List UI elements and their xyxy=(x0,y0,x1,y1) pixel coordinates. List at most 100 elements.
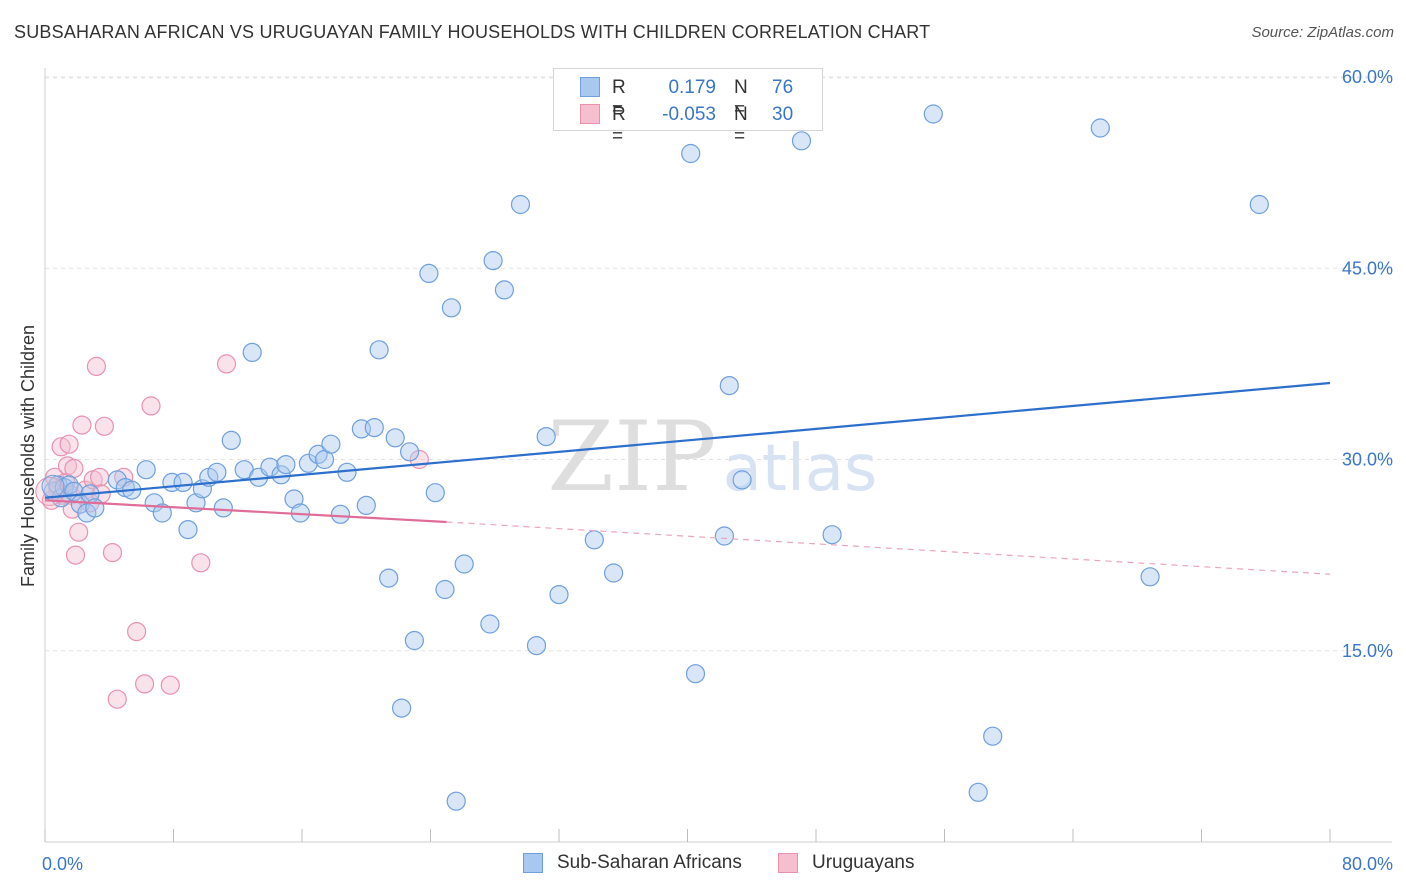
r-label: R = xyxy=(612,104,626,147)
trendline-1 xyxy=(44,499,447,524)
n-label: N = xyxy=(734,77,748,120)
trendline-2 xyxy=(446,521,1331,575)
blue-point-47 xyxy=(404,630,424,651)
pink-point-7 xyxy=(59,434,79,454)
gridlines xyxy=(45,76,1392,652)
watermark-atlas: atlas xyxy=(723,432,878,506)
blue-point-23 xyxy=(213,498,233,518)
blue-point-15 xyxy=(152,503,172,523)
pink-swatch xyxy=(778,853,798,873)
pink-point-21 xyxy=(102,542,123,563)
pink-point-27 xyxy=(160,675,180,695)
y-tick-label: 45.0% xyxy=(1342,258,1393,278)
legend-label: Uruguayans xyxy=(812,852,915,873)
blue-point-28 xyxy=(260,457,280,477)
blue-point-48 xyxy=(419,263,439,283)
pink-point-25 xyxy=(135,674,155,694)
blue-point-57 xyxy=(510,194,531,215)
pink-point-18 xyxy=(89,467,110,487)
blue-point-71 xyxy=(968,782,988,802)
legend-label: Sub-Saharan Africans xyxy=(557,852,742,873)
blue-point-69 xyxy=(822,525,842,545)
blue-point-66 xyxy=(719,376,739,396)
pink-point-28 xyxy=(191,553,211,573)
stats-legend: R = 0.179 N = 76 R = -0.053 N = 30 xyxy=(553,68,823,147)
x-tick-label: 80.0% xyxy=(1342,854,1393,874)
blue-point-34 xyxy=(308,444,328,464)
cluster-point-0 xyxy=(35,476,65,506)
blue-point-49 xyxy=(425,483,445,503)
blue-point-62 xyxy=(603,563,624,583)
blue-point-58 xyxy=(526,635,547,656)
blue-point-10 xyxy=(107,470,127,490)
blue-point-55 xyxy=(483,251,503,271)
pink-point-11 xyxy=(65,545,86,565)
blue-point-75 xyxy=(1249,194,1269,215)
pink-swatch xyxy=(580,104,600,124)
blue-point-53 xyxy=(454,554,474,574)
blue-point-63 xyxy=(681,143,701,164)
pink-point-29 xyxy=(216,354,237,374)
pink-point-13 xyxy=(72,415,92,435)
watermark: ZIP atlas xyxy=(547,401,877,513)
blue-point-17 xyxy=(173,472,193,492)
r-label: R = xyxy=(612,77,626,120)
blue-point-44 xyxy=(385,428,405,448)
r-value: -0.053 xyxy=(662,104,716,125)
blue-point-13 xyxy=(136,460,156,480)
y-tick-label: 15.0% xyxy=(1342,641,1393,661)
blue-swatch xyxy=(580,77,600,97)
blue-point-31 xyxy=(284,489,304,509)
pink-point-12 xyxy=(69,522,89,542)
chart-title: SUBSAHARAN AFRICAN VS URUGUAYAN FAMILY H… xyxy=(14,22,931,42)
blue-point-72 xyxy=(983,726,1003,746)
trendline-0 xyxy=(44,381,1331,499)
pink-point-26 xyxy=(141,396,161,416)
blue-point-68 xyxy=(791,131,812,151)
y-tick-label: 30.0% xyxy=(1342,450,1393,470)
cluster-point-1 xyxy=(41,474,65,498)
trendlines xyxy=(44,381,1331,575)
blue-point-65 xyxy=(714,526,735,546)
pink-point-20 xyxy=(94,416,115,436)
blue-point-41 xyxy=(364,418,384,438)
tick-labels: 15.0% 30.0% 45.0% 60.0% 0.0% 80.0% xyxy=(42,67,1393,874)
blue-point-45 xyxy=(392,698,412,718)
blue-point-42 xyxy=(369,340,389,360)
blue-point-52 xyxy=(446,791,466,811)
blue-point-51 xyxy=(441,298,461,318)
blue-point-40 xyxy=(356,495,376,515)
pink-point-3 xyxy=(51,437,71,457)
blue-point-43 xyxy=(379,568,399,588)
blue-point-24 xyxy=(221,430,241,450)
blue-point-37 xyxy=(330,504,351,524)
n-value: 76 xyxy=(772,77,794,98)
pink-point-22 xyxy=(107,689,127,709)
blue-point-61 xyxy=(584,530,604,550)
y-axis-label: Family Households with Children xyxy=(18,325,38,587)
blue-point-70 xyxy=(923,104,943,124)
r-value: 0.179 xyxy=(668,77,716,98)
blue-point-50 xyxy=(435,579,455,600)
pink-point-10 xyxy=(64,458,84,478)
blue-point-59 xyxy=(536,427,556,447)
blue-point-74 xyxy=(1140,567,1160,587)
blue-point-67 xyxy=(732,470,752,490)
blue-point-30 xyxy=(276,455,296,475)
blue-point-22 xyxy=(207,462,227,482)
blue-point-60 xyxy=(549,584,569,605)
y-tick-label: 60.0% xyxy=(1342,67,1393,87)
blue-point-64 xyxy=(685,664,706,684)
n-label: N = xyxy=(734,104,748,147)
watermark-zip: ZIP xyxy=(547,401,716,513)
blue-swatch xyxy=(523,853,543,873)
pink-point-17 xyxy=(86,356,107,376)
axes xyxy=(44,68,1392,843)
blue-point-54 xyxy=(480,614,500,634)
blue-point-73 xyxy=(1090,118,1110,138)
source-attribution: Source: ZipAtlas.com xyxy=(1251,24,1394,41)
blue-point-36 xyxy=(321,434,341,454)
x-tick-label: 0.0% xyxy=(42,854,83,874)
blue-point-56 xyxy=(494,280,514,300)
